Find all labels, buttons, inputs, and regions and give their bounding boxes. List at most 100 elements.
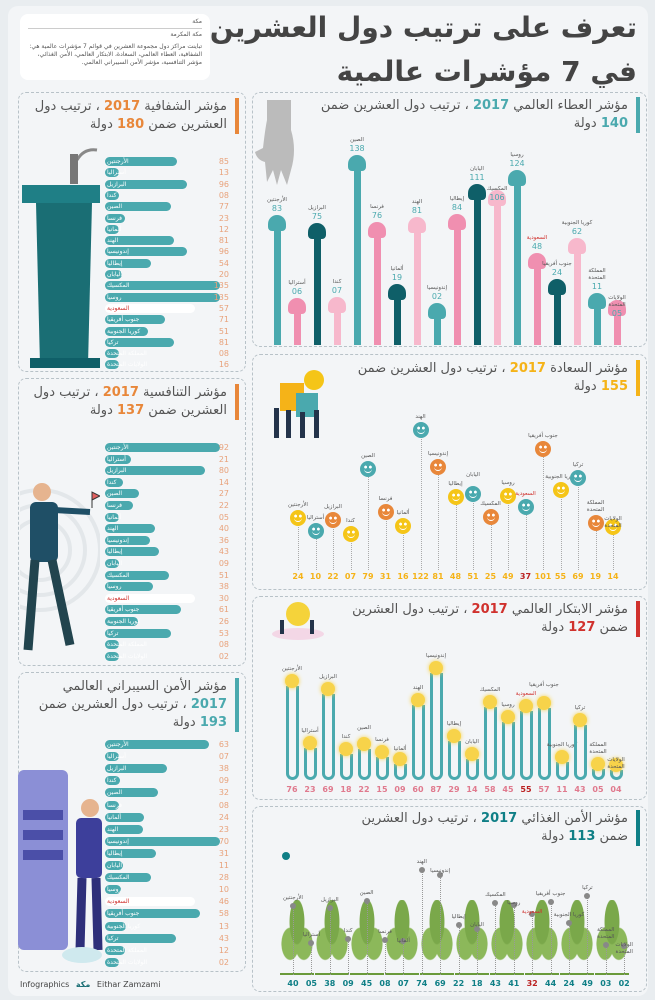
innovation-value: 87 xyxy=(430,785,442,794)
innovation-country-label: جنوب أفريقيا xyxy=(529,682,559,689)
giving-value: 07 xyxy=(331,286,343,296)
competitiveness-country-label: كندا xyxy=(107,478,117,486)
innovation-title-count: 127 xyxy=(568,620,596,635)
cyber-country-label: اليابان xyxy=(107,862,123,869)
cyber-country-label: البرازيل xyxy=(107,765,127,773)
smiley-icon xyxy=(377,504,394,521)
happiness-value: 31 xyxy=(379,572,392,581)
transparency-row: السعودية 57 xyxy=(105,303,230,313)
transparency-bar xyxy=(105,326,149,336)
competitiveness-value: 08 xyxy=(218,640,229,650)
pin-icon xyxy=(400,937,407,944)
transparency-value: 08 xyxy=(218,190,229,200)
lightbulb-icon xyxy=(555,750,569,765)
happiness-country-label: ألمانيا xyxy=(396,509,410,516)
happiness-value: 55 xyxy=(554,572,567,581)
innovation-country-label: السعودية xyxy=(515,690,537,697)
competitiveness-bar xyxy=(105,547,159,557)
happiness-label-group: ألمانيا xyxy=(386,510,420,517)
lightbulb-icon xyxy=(375,745,389,760)
giving-arm xyxy=(594,303,601,345)
competitiveness-country-label: ألمانيا xyxy=(107,513,122,521)
giving-label-group: الصين 138 xyxy=(340,137,374,154)
happiness-value: 25 xyxy=(484,572,497,581)
competitiveness-row: إيطاليا 43 xyxy=(105,547,230,557)
leader-line xyxy=(624,945,626,975)
food-value: 03 xyxy=(600,979,612,988)
happiness-country-label: فرنسا xyxy=(378,496,393,503)
transparency-row: جنوب أفريقيا 71 xyxy=(105,315,230,325)
happiness-country-label: إندونيسيا xyxy=(427,450,449,457)
cyber-country-label: المملكة المتحدة xyxy=(107,946,147,954)
happiness-country-label: تركيا xyxy=(572,461,584,468)
smiley-icon xyxy=(325,512,341,529)
competitiveness-row: روسيا 38 xyxy=(105,582,230,592)
happiness-title-mid: ، ترتيب دول العشرين ضمن xyxy=(357,361,506,376)
innovation-country-label: ألمانيا xyxy=(393,746,407,753)
cyber-country-label: الأرجنتين xyxy=(107,741,129,748)
transparency-bar xyxy=(105,281,220,291)
giving-label-group: إندونيسيا 02 xyxy=(420,285,454,302)
cyber-row: إيطاليا 31 xyxy=(105,848,230,858)
cyber-country-label: السعودية xyxy=(107,898,130,906)
transparency-value: 77 xyxy=(218,202,229,212)
food-value: 05 xyxy=(305,979,317,988)
leader-line xyxy=(477,929,478,975)
innovation-label-group: جنوب أفريقيا xyxy=(527,682,561,689)
giving-value: 84 xyxy=(451,202,463,212)
cyber-bar xyxy=(105,752,119,762)
transparency-bar xyxy=(105,360,119,370)
giving-value: 83 xyxy=(271,203,283,213)
pin-icon xyxy=(547,898,554,905)
transparency-country-label: الصين xyxy=(107,203,123,211)
lightbulb-icon xyxy=(483,695,497,709)
cyber-country-label: الولايات المتحدة xyxy=(107,958,148,966)
competitiveness-row: الهند 40 xyxy=(105,524,230,534)
competitiveness-country-label: روسيا xyxy=(107,583,122,591)
smiley-icon xyxy=(430,458,446,475)
happiness-title-count: 155 xyxy=(600,379,628,394)
happiness-country-label: الهند xyxy=(415,414,426,420)
competitiveness-value: 22 xyxy=(218,501,229,510)
lightbulb-icon xyxy=(303,736,317,751)
intro-box: مكة مكة المكرمة تباينت مراكز دول مجموعة … xyxy=(20,14,210,80)
competitiveness-title-post: دولة xyxy=(89,403,113,418)
leader-line xyxy=(569,922,570,975)
transparency-row: ألمانيا 12 xyxy=(105,224,230,234)
competitiveness-row: الولايات المتحدة 02 xyxy=(105,651,230,661)
happiness-value: 07 xyxy=(344,572,357,581)
transparency-bar xyxy=(105,202,171,212)
giving-value: 48 xyxy=(531,241,543,251)
giving-label-group: كوريا الجنوبية 62 xyxy=(560,220,594,237)
cyber-value: 46 xyxy=(218,897,229,907)
transparency-country-label: الولايات المتحدة xyxy=(107,361,148,369)
food-country-label: تركيا xyxy=(582,885,593,892)
innovation-tube xyxy=(502,722,515,780)
giving-title: مؤشر العطاء العالمي 2017 ، ترتيب دول الع… xyxy=(300,97,640,133)
transparency-country-label: تركيا xyxy=(107,338,119,346)
smiley-icon xyxy=(482,509,499,526)
innovation-tube xyxy=(430,673,443,780)
transparency-bar xyxy=(105,224,119,234)
giving-label-group: جنوب أفريقيا 24 xyxy=(540,261,574,278)
cyber-bar xyxy=(105,861,124,870)
transparency-country-label: روسيا xyxy=(107,293,122,301)
title-line-1: تعرف على ترتيب دول العشرين xyxy=(209,11,637,44)
innovation-label-group: الأرجنتين xyxy=(275,666,309,673)
food-label-group: تركيا xyxy=(570,885,604,892)
food-value: 45 xyxy=(361,979,373,988)
food-label-group: السعودية xyxy=(515,909,549,916)
innovation-tube xyxy=(304,748,317,780)
competitiveness-value: 26 xyxy=(218,617,229,626)
competitiveness-country-label: أستراليا xyxy=(107,455,126,463)
competitiveness-bar xyxy=(105,489,139,499)
food-country-label: كوريا الجنوبية xyxy=(553,911,585,918)
transparency-bar xyxy=(105,236,174,246)
innovation-label-group: المملكة المتحدة xyxy=(581,742,615,756)
innovation-label-group: الولايات المتحدة xyxy=(599,757,633,771)
leader-line xyxy=(420,430,422,570)
innovation-country-label: إيطاليا xyxy=(446,721,462,727)
leader-line xyxy=(440,875,442,975)
cyber-row: فرنسا 08 xyxy=(105,800,230,810)
giving-label-group: الولايات المتحدة 05 xyxy=(600,295,634,319)
